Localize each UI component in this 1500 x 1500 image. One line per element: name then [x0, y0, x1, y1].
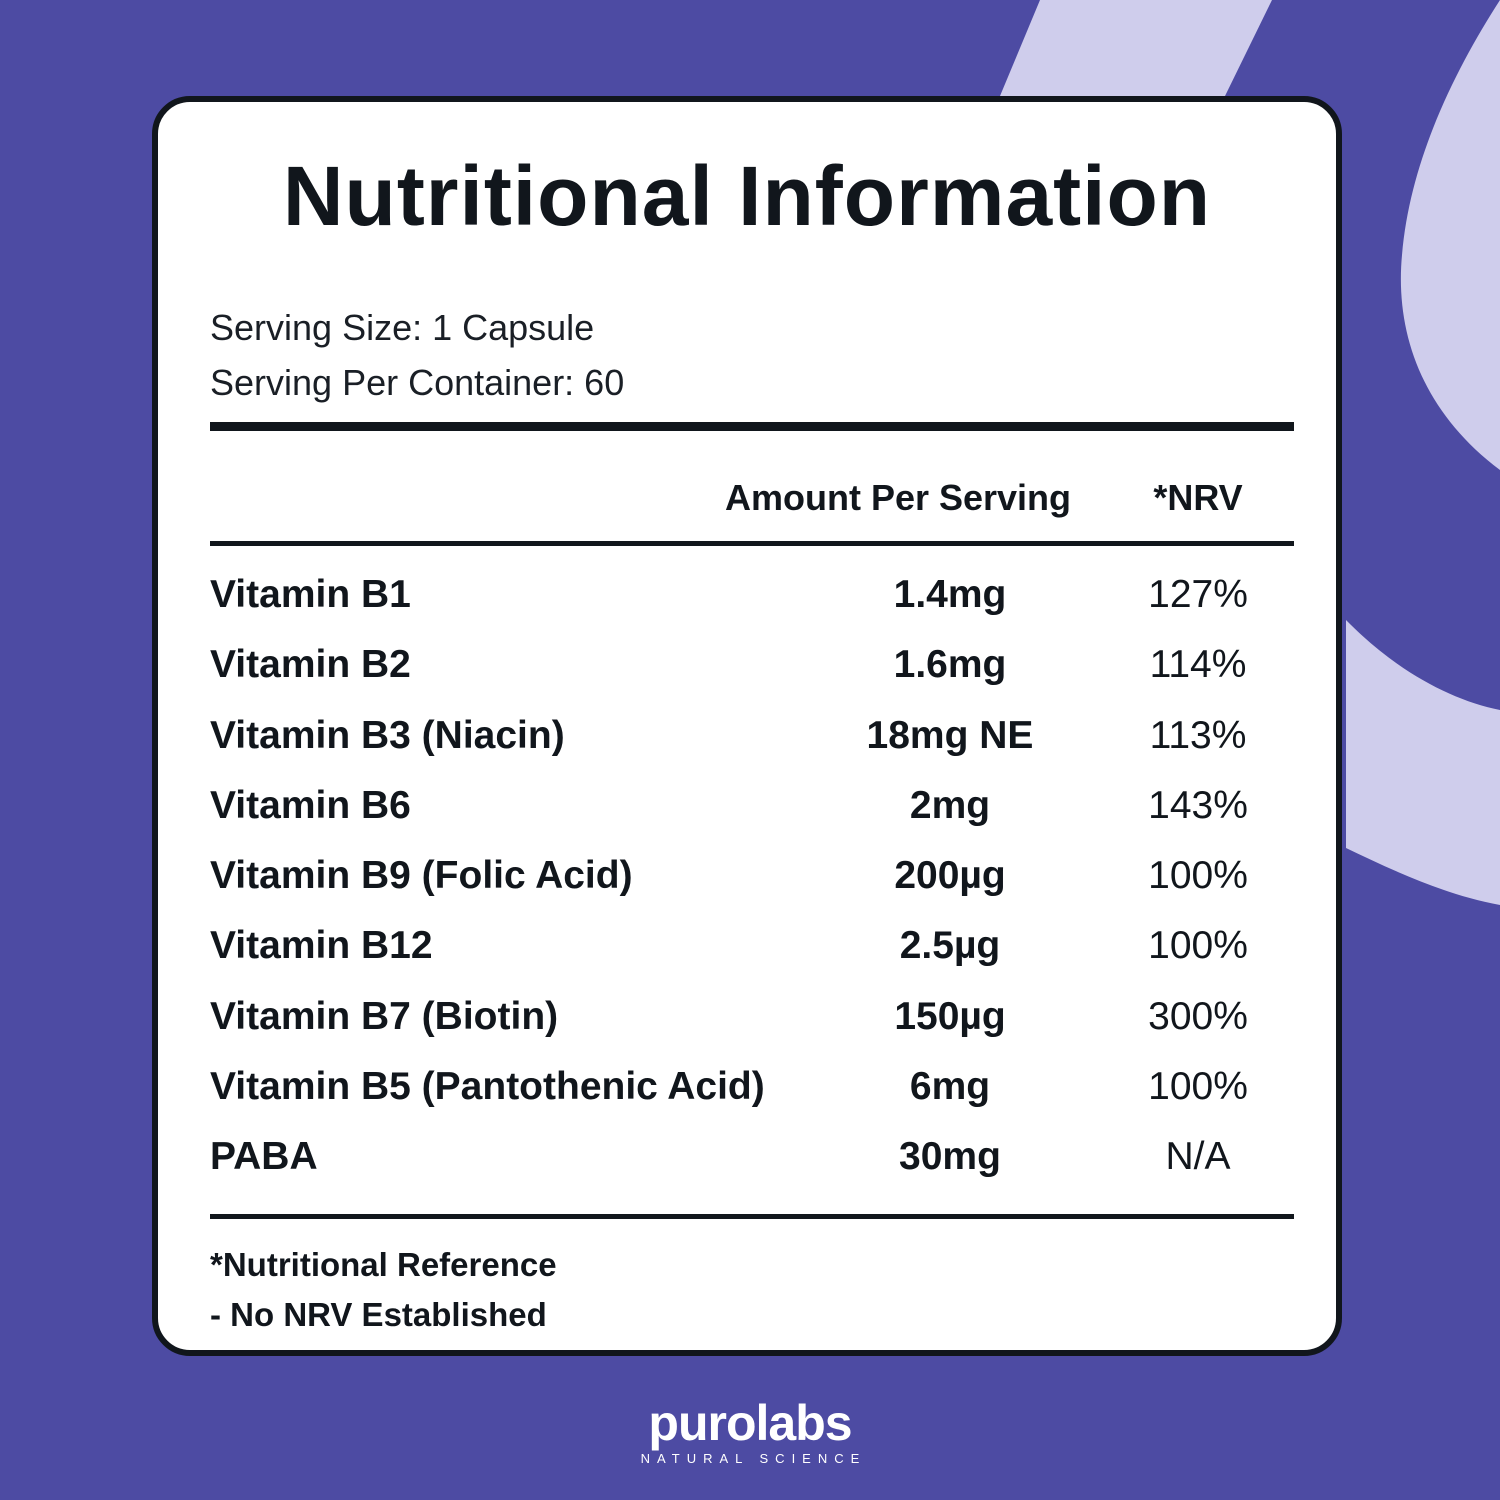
nutrient-nrv: 114% — [1149, 643, 1247, 687]
table-row: PABA 30mg N/A — [210, 1137, 1294, 1207]
nutrient-nrv: 113% — [1149, 713, 1247, 757]
nutrient-amount: 2mg — [909, 783, 991, 827]
divider-thick — [210, 422, 1294, 431]
table-row: Vitamin B12 2.5µg 100% — [210, 926, 1294, 996]
nutrient-name: Vitamin B1 — [210, 573, 411, 616]
nutrient-amount: 200µg — [894, 854, 1006, 898]
swoosh-shape — [1000, 0, 1272, 96]
divider-header — [210, 541, 1294, 546]
footnote-no-nrv: - No NRV Established — [210, 1296, 547, 1333]
nutrient-nrv: 100% — [1148, 1065, 1248, 1109]
servings-per-container: Serving Per Container: 60 — [210, 362, 625, 403]
column-header-nrv: *NRV — [1153, 477, 1243, 518]
nutrition-card: Nutritional Information Serving Size: 1 … — [152, 96, 1342, 1356]
nutrient-nrv: 300% — [1148, 994, 1248, 1038]
column-header-amount: Amount Per Serving — [724, 477, 1072, 518]
swoosh-shape-lower — [1346, 620, 1500, 905]
nutrient-amount: 6mg — [909, 1065, 991, 1109]
brand-logo: purolabs NATURAL SCIENCE — [600, 1398, 900, 1465]
nutrient-name: Vitamin B6 — [210, 783, 411, 827]
nutrient-name: Vitamin B3 (Niacin) — [210, 713, 565, 757]
nutrient-amount: 150µg — [894, 994, 1006, 1038]
nutrient-amount: 30mg — [899, 1135, 1001, 1179]
nutrient-name: Vitamin B5 (Pantothenic Acid) — [210, 1065, 765, 1109]
brand-tagline: NATURAL SCIENCE — [640, 1451, 867, 1466]
brand-name: purolabs — [648, 1395, 852, 1451]
nutrient-amount: 2.5µg — [899, 924, 1001, 968]
serving-size: Serving Size: 1 Capsule — [210, 307, 595, 348]
nutrient-nrv: N/A — [1165, 1135, 1231, 1179]
nutrient-name: Vitamin B12 — [210, 924, 433, 968]
nutrient-nrv: 100% — [1148, 924, 1248, 968]
nutrient-name: Vitamin B2 — [210, 643, 411, 687]
nutrient-name: Vitamin B7 (Biotin) — [210, 994, 559, 1038]
nutrient-amount: 1.6mg — [893, 643, 1007, 687]
nutrient-amount: 1.4mg — [893, 573, 1007, 616]
nutrient-nrv: 127% — [1148, 573, 1248, 616]
table-row: Vitamin B7 (Biotin) 150µg 300% — [210, 997, 1294, 1067]
table-row: Vitamin B5 (Pantothenic Acid) 6mg 100% — [210, 1067, 1294, 1137]
table-row: Vitamin B9 (Folic Acid) 200µg 100% — [210, 856, 1294, 926]
nutrient-name: Vitamin B9 (Folic Acid) — [210, 854, 633, 898]
page-title: Nutritional Information — [282, 149, 1212, 243]
nutrient-name: PABA — [210, 1135, 318, 1179]
table-row: Vitamin B2 1.6mg 114% — [210, 645, 1294, 715]
swoosh-shape-right — [1400, 0, 1500, 470]
nutrient-amount: 18mg NE — [866, 713, 1034, 757]
footnote-reference: *Nutritional Reference — [210, 1246, 557, 1283]
nutrient-nrv: 143% — [1148, 783, 1248, 827]
nutrient-table: Vitamin B1 1.4mg 127% Vitamin B2 1.6mg 1… — [210, 575, 1294, 1208]
table-row: Vitamin B1 1.4mg 127% — [210, 575, 1294, 645]
divider-footer — [210, 1214, 1294, 1219]
nutrient-nrv: 100% — [1148, 854, 1248, 898]
table-row: Vitamin B6 2mg 143% — [210, 786, 1294, 856]
table-row: Vitamin B3 (Niacin) 18mg NE 113% — [210, 716, 1294, 786]
